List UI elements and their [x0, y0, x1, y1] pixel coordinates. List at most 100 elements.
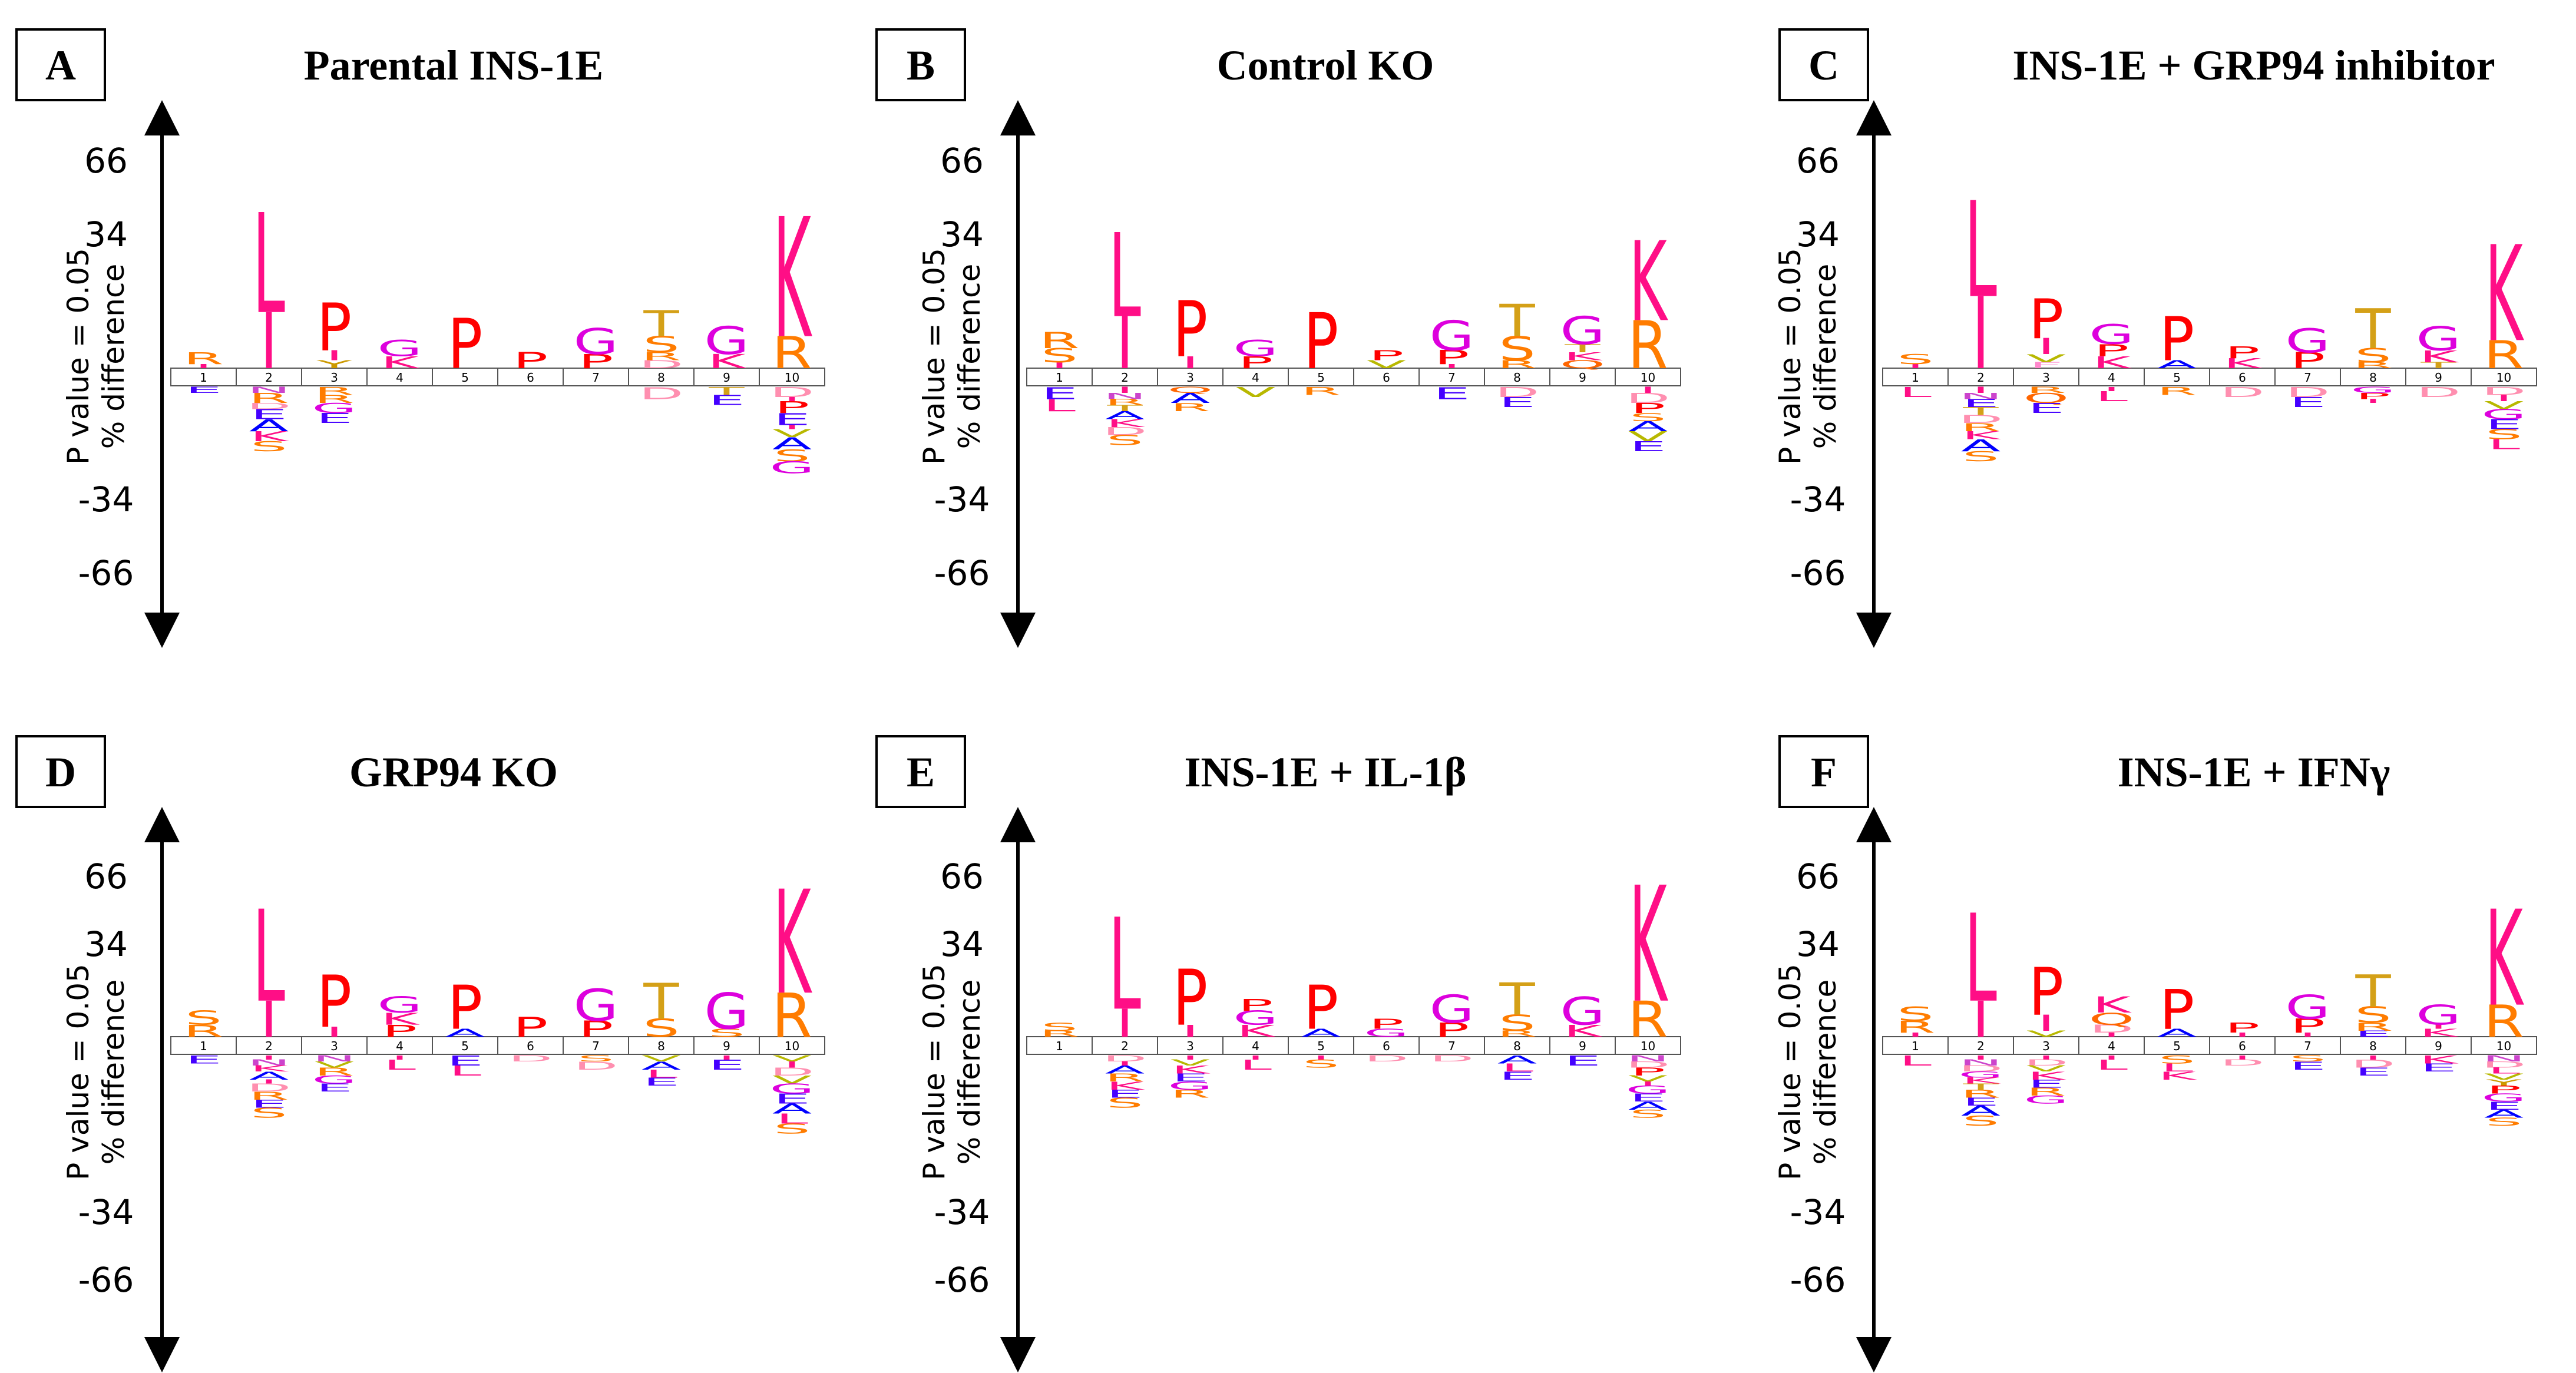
logo-letter: Q — [1168, 385, 1213, 395]
logo-letter: D — [247, 1081, 292, 1094]
logo-letter: P — [2486, 1083, 2521, 1096]
logo-letter: E — [1041, 384, 1077, 403]
logo-letter: P — [578, 350, 613, 373]
logo-letter: R — [1105, 398, 1145, 407]
logo-letter: I — [1116, 303, 1133, 385]
position-label: 9 — [2435, 370, 2442, 385]
logo-letter: K — [1106, 417, 1145, 430]
logo-letter: T — [1564, 342, 1601, 355]
logo-letter: E — [2355, 1029, 2391, 1038]
logo-letter: P — [1173, 286, 1208, 375]
logo-letter: E — [1499, 395, 1535, 411]
logo-letter: R — [2353, 360, 2393, 370]
panel-title: INS-1E + IL-1β — [1184, 749, 1466, 796]
position-label: 10 — [2496, 370, 2511, 385]
position-label: 5 — [461, 370, 469, 385]
logo-letter: S — [1962, 448, 1999, 464]
logo-letter: R — [1301, 385, 1341, 398]
position-label: 1 — [1912, 370, 1919, 385]
logo-letter: K — [2092, 353, 2132, 372]
logo-letter: I — [1639, 1080, 1656, 1087]
y-tick-label: 34 — [84, 214, 128, 254]
logo-letter: A — [2484, 1107, 2524, 1120]
logo-letter: P — [2225, 1020, 2260, 1036]
y-axis-label-line2: % difference — [1808, 980, 1843, 1164]
logo-letter: R — [2157, 385, 2197, 398]
logo-letter: I — [1116, 1060, 1133, 1067]
logo-letter: V — [315, 1060, 354, 1069]
logo-letter: N — [247, 1058, 291, 1067]
position-label: 9 — [2435, 1039, 2442, 1053]
logo-letter: E — [1962, 1096, 1999, 1109]
position-label: 1 — [200, 370, 207, 385]
logo-letter: V — [1170, 1058, 1210, 1067]
position-label: 2 — [1121, 370, 1129, 385]
position-label: 5 — [461, 1039, 469, 1053]
logo-letter: S — [1302, 1057, 1340, 1070]
logo-letter: G — [2416, 320, 2461, 358]
logo-letter: D — [1364, 1054, 1409, 1063]
logo-letter: S — [250, 438, 287, 454]
logo-letter: L — [2161, 1061, 2194, 1074]
logo-letter: N — [1959, 391, 2003, 401]
logo-letter: I — [1182, 1022, 1199, 1041]
position-label: 2 — [265, 370, 273, 385]
logo-letter: P — [2290, 1015, 2325, 1037]
logo-letter: A — [445, 1027, 485, 1040]
logo-letter: I — [1312, 1054, 1330, 1061]
panel-title: Control KO — [1217, 42, 1434, 89]
logo-letter: S — [773, 1121, 810, 1137]
logo-letter: S — [185, 1007, 221, 1030]
logo-letter: Y — [316, 358, 353, 371]
logo-letter: G — [2089, 319, 2134, 351]
logo-letter: I — [1116, 1001, 1133, 1046]
panel-letter: C — [1808, 42, 1839, 89]
logo-letter: P — [2094, 341, 2129, 360]
logo-letter: Q — [1560, 358, 1606, 371]
y-axis-label-line2: % difference — [953, 980, 987, 1164]
logo-letter: P — [1173, 954, 1208, 1043]
position-label: 10 — [785, 1039, 799, 1053]
logo-letter: P — [2029, 954, 2064, 1031]
position-label: 1 — [1056, 370, 1063, 385]
position-label: 8 — [657, 370, 665, 385]
logo-letter: S — [773, 446, 810, 465]
logo-letter: K — [2027, 1069, 2066, 1082]
logo-letter: K — [1563, 1022, 1603, 1041]
logo-letter: K — [2223, 356, 2263, 372]
logo-letter: L — [383, 1057, 416, 1073]
position-label: 6 — [2238, 370, 2246, 385]
logo-letter: V — [2484, 399, 2524, 412]
logo-letter: K — [1962, 1076, 2001, 1086]
y-tick-label: -34 — [1790, 1192, 1846, 1232]
logo-letter: R — [249, 1089, 289, 1102]
position-label: 4 — [1252, 370, 1259, 385]
position-label: 10 — [1641, 1039, 1655, 1053]
logo-letter: V — [2484, 1072, 2524, 1081]
position-label: 5 — [1317, 1039, 1325, 1053]
logo-letter: L — [253, 884, 285, 1031]
logo-letter: I — [1116, 385, 1133, 395]
position-label: 7 — [1448, 370, 1456, 385]
y-tick-label: -66 — [1790, 1260, 1846, 1300]
logo-letter: V — [772, 1054, 812, 1063]
logo-letter: N — [2482, 1054, 2526, 1063]
logo-letter: I — [260, 297, 277, 386]
logo-letter: I — [1639, 385, 1656, 395]
logo-letter: R — [2484, 996, 2524, 1047]
logo-letter: I — [1182, 1054, 1199, 1061]
logo-letter: I — [2103, 1054, 2120, 1061]
logo-letter: E — [250, 406, 287, 422]
logo-letter: R — [1039, 1029, 1079, 1038]
logo-letter: G — [1625, 1083, 1670, 1096]
logo-letter: P — [448, 305, 482, 385]
logo-letter: I — [195, 363, 212, 369]
position-label: 6 — [527, 370, 534, 385]
position-label: 1 — [1912, 1039, 1919, 1053]
logo-letter: I — [1972, 385, 1989, 395]
logo-letter: S — [643, 332, 680, 358]
logo-letter: P — [513, 1012, 548, 1044]
y-tick-label: -34 — [1790, 479, 1846, 520]
logo-letter: I — [1182, 353, 1199, 372]
